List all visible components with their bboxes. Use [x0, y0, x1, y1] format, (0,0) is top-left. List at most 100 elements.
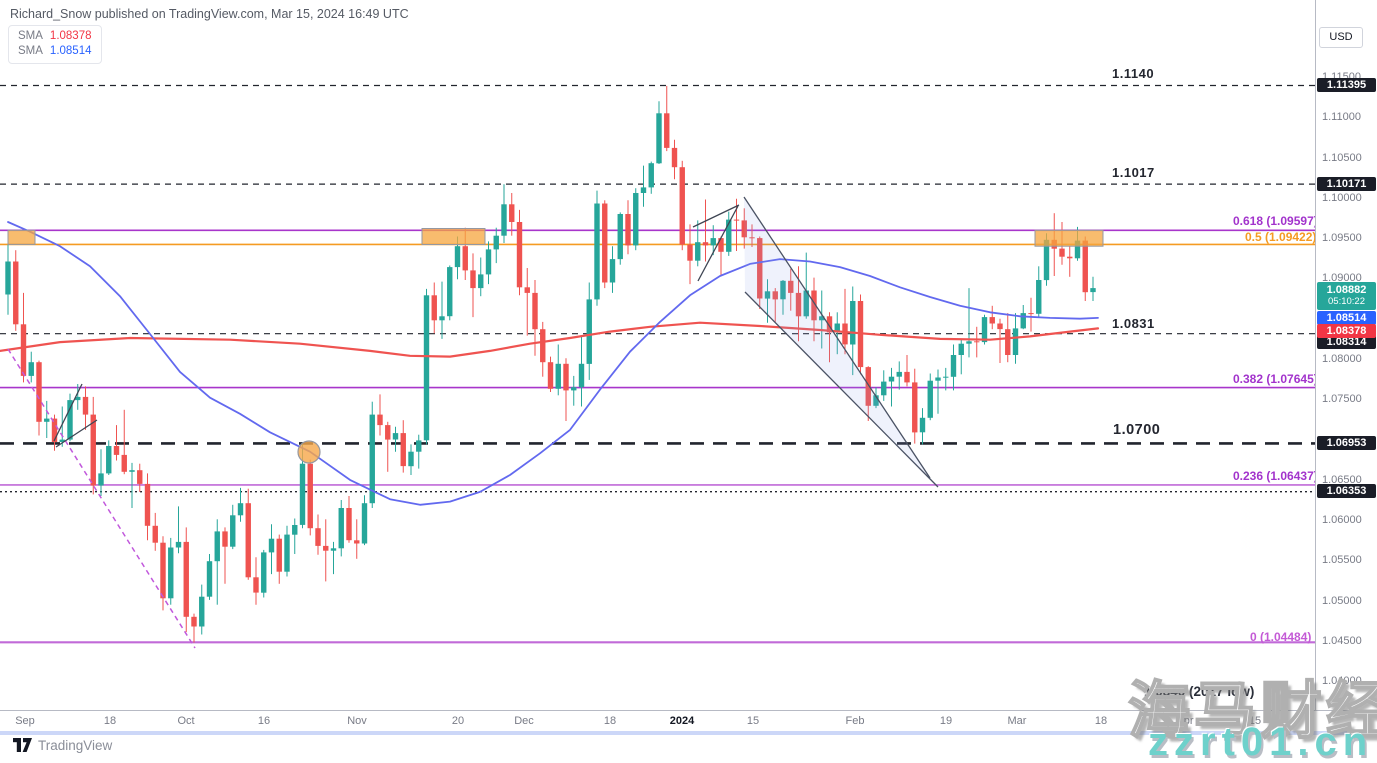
candle[interactable]: [687, 224, 693, 285]
legend-row-sma-blue[interactable]: SMA 1.08514: [18, 44, 92, 59]
wedge-line-2[interactable]: [55, 419, 98, 448]
candle[interactable]: [772, 288, 778, 322]
candle[interactable]: [261, 549, 267, 598]
usd-button[interactable]: USD: [1319, 27, 1363, 48]
candle[interactable]: [5, 242, 11, 315]
candle[interactable]: [702, 199, 709, 262]
candle[interactable]: [1028, 297, 1034, 332]
candle[interactable]: [237, 487, 244, 522]
candle[interactable]: [1082, 236, 1088, 302]
candle[interactable]: [230, 504, 236, 550]
candle[interactable]: [602, 200, 608, 289]
tradingview-logo[interactable]: TradingView: [13, 738, 112, 753]
candle[interactable]: [330, 541, 337, 575]
candle[interactable]: [323, 519, 329, 582]
candle[interactable]: [625, 200, 631, 255]
candle[interactable]: [315, 514, 321, 555]
candle[interactable]: [989, 305, 995, 330]
candle[interactable]: [222, 527, 228, 584]
descending-channel-line-2[interactable]: [744, 291, 939, 488]
candle[interactable]: [586, 282, 592, 380]
candle[interactable]: [1090, 276, 1096, 301]
candle[interactable]: [75, 384, 81, 410]
candle[interactable]: [788, 268, 794, 311]
candle[interactable]: [284, 525, 290, 577]
candle[interactable]: [547, 356, 554, 392]
candle[interactable]: [919, 408, 926, 445]
supply-zone-2[interactable]: [421, 228, 486, 245]
candle[interactable]: [501, 184, 507, 243]
wedge-line-1[interactable]: [53, 383, 83, 442]
candle[interactable]: [121, 409, 127, 475]
candle[interactable]: [28, 351, 34, 383]
candle[interactable]: [168, 537, 174, 605]
candle[interactable]: [51, 414, 58, 451]
candle[interactable]: [935, 369, 941, 414]
candle[interactable]: [710, 225, 716, 256]
candle[interactable]: [950, 344, 957, 391]
supply-zone-1[interactable]: [7, 229, 36, 245]
candle[interactable]: [718, 236, 724, 277]
candle[interactable]: [493, 227, 499, 264]
candle[interactable]: [13, 250, 19, 331]
candle[interactable]: [927, 373, 933, 421]
candle[interactable]: [431, 282, 437, 334]
supply-zone-3[interactable]: [1034, 229, 1104, 247]
candle[interactable]: [865, 366, 871, 421]
candle[interactable]: [423, 288, 430, 445]
descending-channel-line-1[interactable]: [743, 196, 931, 479]
candle[interactable]: [361, 495, 368, 546]
candle[interactable]: [834, 312, 840, 355]
indicator-legend[interactable]: SMA 1.08378 SMA 1.08514: [8, 25, 102, 64]
candle[interactable]: [377, 394, 383, 436]
candle[interactable]: [183, 527, 189, 633]
candle[interactable]: [137, 463, 143, 492]
candle[interactable]: [664, 85, 670, 152]
candle[interactable]: [640, 165, 647, 207]
candle[interactable]: [563, 358, 569, 421]
candle[interactable]: [307, 459, 313, 536]
candle[interactable]: [997, 318, 1003, 363]
candle[interactable]: [144, 473, 151, 541]
candle[interactable]: [1067, 246, 1073, 277]
candle[interactable]: [780, 280, 786, 315]
candle[interactable]: [695, 220, 701, 267]
candle[interactable]: [757, 236, 763, 310]
candle[interactable]: [292, 518, 298, 555]
candle[interactable]: [532, 280, 538, 356]
candle[interactable]: [206, 554, 213, 600]
candle[interactable]: [826, 312, 833, 363]
candle[interactable]: [540, 321, 546, 377]
candle[interactable]: [152, 512, 158, 551]
candle[interactable]: [98, 449, 104, 496]
candle[interactable]: [896, 361, 902, 390]
candle[interactable]: [338, 500, 344, 557]
candle[interactable]: [819, 290, 825, 349]
sma-line-red[interactable]: [0, 321, 1100, 358]
candle[interactable]: [912, 368, 918, 444]
candle[interactable]: [408, 444, 414, 475]
candle[interactable]: [90, 396, 96, 495]
candle[interactable]: [888, 367, 895, 407]
time-axis[interactable]: Sep 18 Oct 16 Nov 20 Dec 18 2024 15 Feb 19 Mar 18 Apr 1…: [0, 710, 1377, 732]
circle-marker[interactable]: [297, 440, 321, 464]
candle[interactable]: [67, 393, 73, 442]
candle[interactable]: [175, 506, 182, 554]
legend-row-sma-red[interactable]: SMA 1.08378: [18, 29, 92, 44]
candle[interactable]: [478, 257, 484, 297]
candle[interactable]: [881, 370, 887, 401]
candle[interactable]: [385, 421, 391, 472]
candle[interactable]: [966, 288, 972, 358]
candle[interactable]: [113, 425, 120, 461]
candle[interactable]: [958, 338, 964, 375]
candle[interactable]: [741, 208, 747, 249]
candle[interactable]: [594, 190, 600, 306]
dashed-decline-trendline[interactable]: [7, 348, 196, 649]
flag-line-2[interactable]: [697, 205, 739, 282]
candle[interactable]: [245, 488, 251, 580]
flag-line-1[interactable]: [692, 204, 740, 228]
candle[interactable]: [416, 434, 422, 469]
candle[interactable]: [20, 292, 27, 383]
candle[interactable]: [129, 462, 135, 508]
